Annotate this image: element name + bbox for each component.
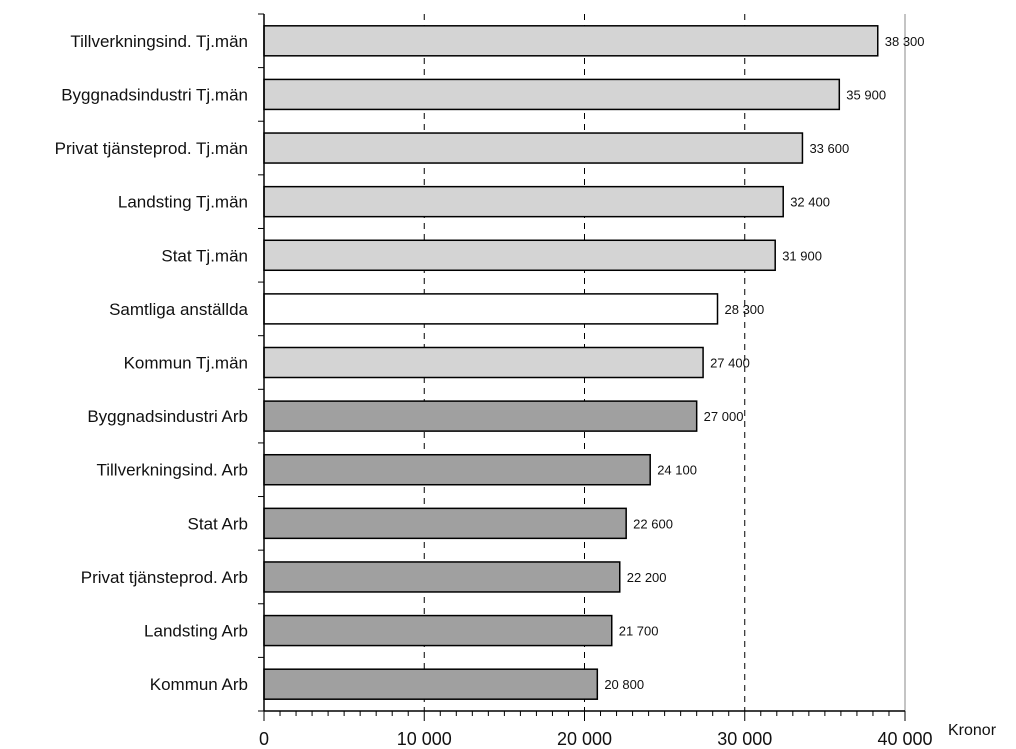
bar <box>263 293 719 325</box>
category-label: Kommun Tj.män <box>124 354 248 373</box>
bar <box>263 614 613 647</box>
data-label: 28 300 <box>725 302 765 317</box>
x-tick-label: 0 <box>259 729 269 749</box>
data-label: 24 100 <box>657 463 697 478</box>
data-label: 32 400 <box>790 195 830 210</box>
x-tick-label: 20 000 <box>557 729 612 749</box>
category-label: Landsting Arb <box>144 622 248 641</box>
data-label: 22 600 <box>633 516 673 531</box>
category-label: Kommun Arb <box>150 675 248 694</box>
category-label: Privat tjänsteprod. Tj.män <box>55 139 248 158</box>
data-label: 33 600 <box>809 141 849 156</box>
category-label: Samtliga anställda <box>109 300 248 319</box>
bar <box>263 239 776 272</box>
bar <box>263 25 879 57</box>
bar <box>263 78 841 111</box>
x-tick-label: 10 000 <box>397 729 452 749</box>
data-label: 35 900 <box>846 87 886 102</box>
bar <box>263 185 784 218</box>
bar <box>263 453 651 486</box>
bar <box>263 400 698 432</box>
category-label: Tillverkningsind. Tj.män <box>70 32 248 51</box>
category-label: Landsting Tj.män <box>118 193 248 212</box>
category-label: Byggnadsindustri Tj.män <box>61 85 248 104</box>
category-label: Privat tjänsteprod. Arb <box>81 568 248 587</box>
data-label: 38 300 <box>885 34 925 49</box>
category-label: Stat Arb <box>188 514 248 533</box>
category-label: Stat Tj.män <box>161 246 248 265</box>
x-tick-label: 30 000 <box>717 729 772 749</box>
data-label: 21 700 <box>619 624 659 639</box>
data-label: 22 200 <box>627 570 667 585</box>
bar <box>263 561 621 593</box>
category-label: Tillverkningsind. Arb <box>97 461 249 480</box>
data-label: 27 000 <box>704 409 744 424</box>
x-tick-label: 40 000 <box>877 729 932 749</box>
bar <box>263 507 627 540</box>
data-label: 27 400 <box>710 356 750 371</box>
data-label: 31 900 <box>782 248 822 263</box>
bar <box>263 668 599 700</box>
bar <box>263 132 804 164</box>
data-label: 20 800 <box>604 677 644 692</box>
category-label: Byggnadsindustri Arb <box>87 407 248 426</box>
bar <box>263 346 704 379</box>
x-axis-unit-label: Kronor <box>948 722 997 739</box>
